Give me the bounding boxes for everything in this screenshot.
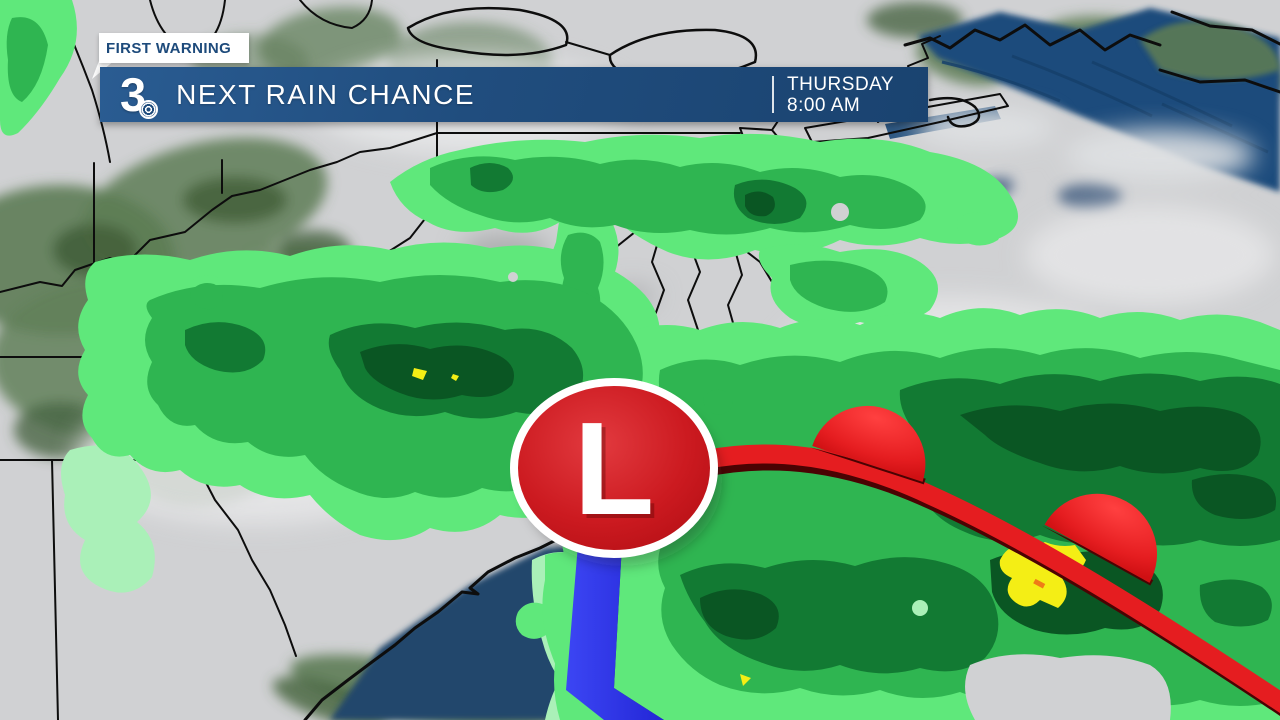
low-pressure-letter: L xyxy=(574,395,655,542)
forecast-day: THURSDAY xyxy=(787,74,895,95)
alert-tag-label: FIRST WARNING xyxy=(106,39,232,57)
low-pressure-symbol: L L xyxy=(510,378,722,566)
lower-third-banner: 3 NEXT RAIN CHANCE THURSDAY 8:00 AM xyxy=(100,67,928,122)
station-logo: 3 xyxy=(120,71,159,119)
banner-divider xyxy=(772,76,774,113)
cbs-eye-icon xyxy=(139,100,159,119)
forecast-timestamp: THURSDAY 8:00 AM xyxy=(787,74,894,116)
nova-scotia-land xyxy=(1140,21,1280,80)
alert-tag: FIRST WARNING xyxy=(99,33,249,63)
warm-front-bump xyxy=(1041,493,1158,586)
warm-front xyxy=(630,405,1280,716)
cold-front xyxy=(566,544,664,720)
forecast-time: 8:00 AM xyxy=(787,95,861,116)
low-pressure-letter-shadow: L xyxy=(578,399,659,546)
banner-title: NEXT RAIN CHANCE xyxy=(176,78,475,110)
warm-front-bump xyxy=(809,405,926,485)
